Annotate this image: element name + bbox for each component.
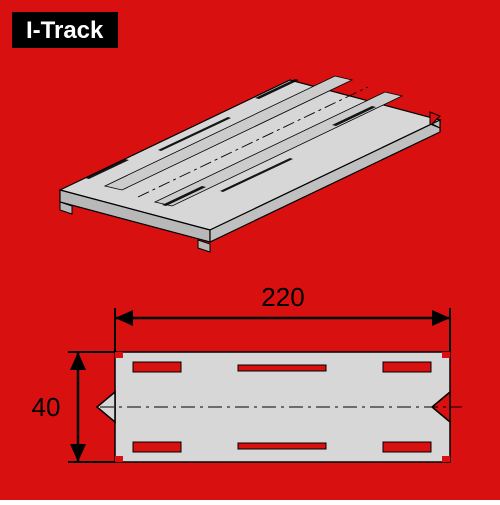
dim-length-label: 220 (261, 282, 304, 312)
diagram-canvas: I-Track 220 (0, 0, 500, 500)
dim-width-label: 40 (32, 392, 61, 422)
title-text: I-Track (26, 17, 104, 44)
plan-view (97, 352, 462, 462)
title-badge: I-Track (12, 12, 118, 48)
